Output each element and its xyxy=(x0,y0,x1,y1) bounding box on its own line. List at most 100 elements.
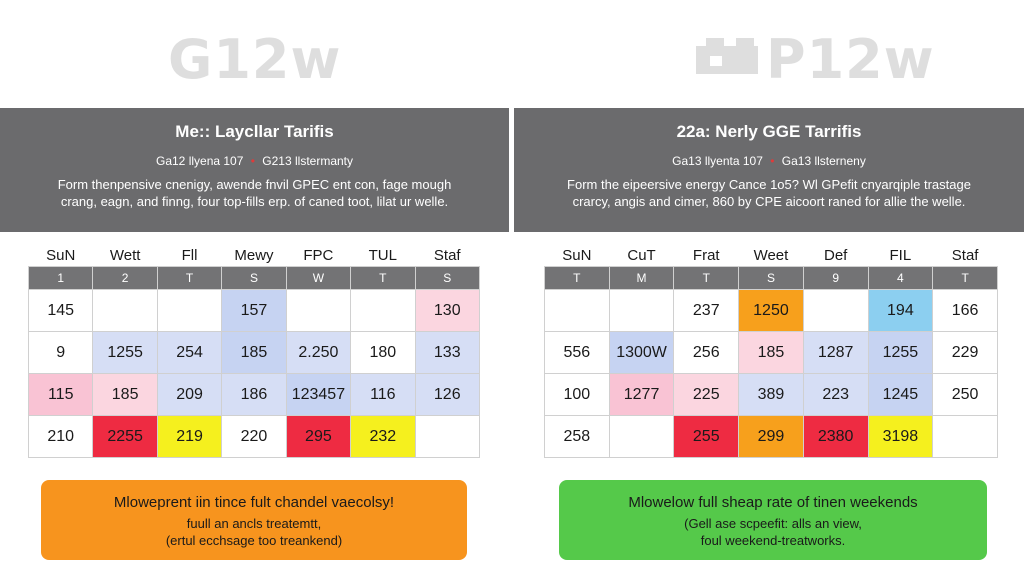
day-index-cell: M xyxy=(608,266,675,290)
tariff-cell: 133 xyxy=(414,331,481,374)
day-index-cell: T xyxy=(673,266,740,290)
note-line: (ertul ecchsage too treankend) xyxy=(165,533,343,548)
weekday-label: Weet xyxy=(753,246,789,264)
tariff-cell: 3198 xyxy=(867,415,934,458)
weekday-label: Mewy xyxy=(234,246,274,264)
subtitle-part-a: Ga13 llyenta 107 xyxy=(672,154,763,168)
tariff-cell: 209 xyxy=(156,373,223,416)
panel-title: Me:: Laycllar Tarifis xyxy=(175,122,334,141)
tariff-cell: 256 xyxy=(673,331,740,374)
table-row: 237 1250 194 166 xyxy=(544,289,998,332)
day-index-cell: 9 xyxy=(802,266,869,290)
weekday-label: Def xyxy=(823,246,848,264)
day-index-cell: S xyxy=(414,266,481,290)
tariff-cell: 185 xyxy=(221,331,287,374)
tariff-cell: 1287 xyxy=(802,331,869,374)
day-index-cell: T xyxy=(156,266,223,290)
day-index-cell: 2 xyxy=(92,266,158,290)
note-headline: Mlowelow full sheap rate of tinen weeken… xyxy=(628,494,918,511)
weekday-label: CuT xyxy=(627,246,656,264)
subtitle-part-b: G213 llstermanty xyxy=(262,154,353,168)
day-index-cell: T xyxy=(544,266,610,290)
table-row: 258 255 299 2380 3198 xyxy=(544,415,998,458)
weekday-label: Wett xyxy=(109,246,141,264)
tariff-cell: 194 xyxy=(867,289,934,332)
day-index-cell: S xyxy=(221,266,287,290)
tariff-cell: 186 xyxy=(221,373,287,416)
tariff-cell: 100 xyxy=(544,373,610,416)
tariff-cell xyxy=(156,289,223,332)
tariff-cell: 126 xyxy=(414,373,481,416)
tariff-banner-right: 22a: Nerly GGE Tarrifis Ga13 llyenta 107… xyxy=(514,108,1024,232)
tariff-note-right: Mlowelow full sheap rate of tinen weeken… xyxy=(559,480,987,560)
weekday-header-row: SuN CuT Frat Weet Def FIL Staf xyxy=(545,244,998,267)
tariff-cell: 225 xyxy=(673,373,740,416)
tariff-cell: 556 xyxy=(544,331,610,374)
tariff-cell: 250 xyxy=(932,373,998,416)
note-headline: Mloweprent iin tince fult chandel vaecol… xyxy=(113,494,395,511)
tariff-table-right: SuN CuT Frat Weet Def FIL Staf T M T S 9 4 T 237 1250 19… xyxy=(544,244,998,458)
day-index-cell: 4 xyxy=(867,266,934,290)
tariff-cell: 116 xyxy=(350,373,416,416)
tariff-cell xyxy=(285,289,352,332)
note-line: (Gell ase scpeefit: alls an view, xyxy=(684,516,862,531)
day-index-cell: T xyxy=(932,266,998,290)
weekday-label: Frat xyxy=(692,246,720,264)
tariff-cell: 9 xyxy=(27,331,94,374)
table-row: 210 2255 219 220 295 232 xyxy=(27,415,481,458)
tariff-cell: 123457 xyxy=(285,373,352,416)
tariff-cell xyxy=(414,415,481,458)
weekday-label: FPC xyxy=(303,246,334,264)
weekday-label: SuN xyxy=(562,246,592,264)
tariff-banner-left: Me:: Laycllar Tarifis Ga12 llyena 107 • … xyxy=(0,108,509,232)
note-line: foul weekend-treatworks. xyxy=(700,533,846,548)
day-index-cell: 1 xyxy=(27,266,94,290)
tariff-cell: 130 xyxy=(414,289,481,332)
table-row: 556 1300W 256 185 1287 1255 229 xyxy=(544,331,998,374)
weekday-label: Fll xyxy=(181,246,198,264)
tariff-cell: 2380 xyxy=(802,415,869,458)
separator-dot-icon: • xyxy=(250,154,255,168)
tariff-cell xyxy=(932,415,998,458)
tariff-cell: 232 xyxy=(350,415,416,458)
tariff-cell: 254 xyxy=(156,331,223,374)
tariff-cell: 185 xyxy=(92,373,158,416)
weekday-label: FIL xyxy=(889,246,912,264)
separator-dot-icon: • xyxy=(770,154,775,168)
tariff-cell: 157 xyxy=(221,289,287,332)
tariff-note-left: Mloweprent iin tince fult chandel vaecol… xyxy=(41,480,467,560)
table-row: 9 1255 254 185 2.250 180 133 xyxy=(27,331,481,374)
factory-icon xyxy=(692,37,762,82)
tariff-cell xyxy=(802,289,869,332)
tariff-cell: 389 xyxy=(738,373,804,416)
table-row: 115 185 209 186 123457 116 126 xyxy=(27,373,481,416)
panel-description: Form the eipeersive energy Cance 1o5? Wl… xyxy=(514,176,1024,210)
tariff-cell: 2255 xyxy=(92,415,158,458)
tariff-cell: 295 xyxy=(285,415,352,458)
day-index-cell: W xyxy=(285,266,352,290)
tariff-cell: 237 xyxy=(673,289,740,332)
tariff-cell: 1245 xyxy=(867,373,934,416)
tariff-cell: 258 xyxy=(544,415,610,458)
panel-subtitle: Ga13 llyenta 107 • Ga13 llsterneny xyxy=(514,154,1024,168)
description-line: Form thenpensive cnenigy, awende fnvil G… xyxy=(57,177,452,192)
tariff-cell: 255 xyxy=(673,415,740,458)
table-row: 145 157 130 xyxy=(27,289,481,332)
subtitle-part-b: Ga13 llsterneny xyxy=(781,154,866,168)
note-line: fuull an ancls treatemtt, xyxy=(186,516,322,531)
tariff-table-left: SuN Wett Fll Mewy FPC TUL Staf 1 2 T S W T S 145 157 130… xyxy=(27,244,481,458)
tariff-cell: 1255 xyxy=(92,331,158,374)
table-row: 100 1277 225 389 223 1245 250 xyxy=(544,373,998,416)
tariff-cell: 2.250 xyxy=(285,331,352,374)
description-line: Form the eipeersive energy Cance 1o5? Wl… xyxy=(567,177,971,192)
tariff-cell: 185 xyxy=(738,331,804,374)
tariff-cell: 220 xyxy=(221,415,287,458)
brand-logo-right: P12w xyxy=(692,28,935,91)
weekday-header-row: SuN Wett Fll Mewy FPC TUL Staf xyxy=(29,244,480,267)
tariff-cell: 145 xyxy=(27,289,94,332)
tariff-cell: 180 xyxy=(350,331,416,374)
description-line: crang, eagn, and finng, four top-fills e… xyxy=(60,194,449,209)
tariff-cell xyxy=(350,289,416,332)
